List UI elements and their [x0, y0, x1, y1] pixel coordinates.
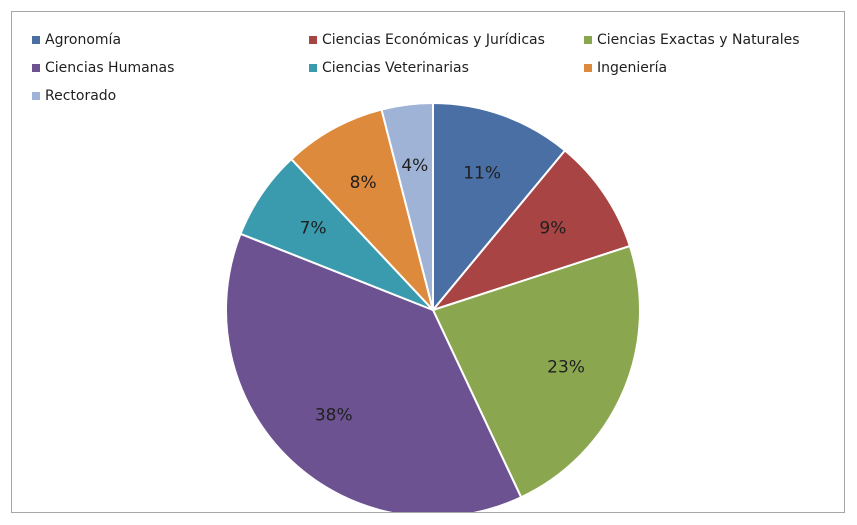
pie-slice-ciencias-economicas-y-juridicas [430, 149, 632, 313]
pie-slice-ingenieria [289, 108, 434, 311]
data-label-ingenieria: 8% [350, 173, 377, 193]
data-label-rectorado: 4% [401, 156, 428, 176]
pie-slice-ciencias-exactas-y-naturales [431, 244, 641, 499]
data-label-ciencias-economicas-y-juridicas: 9% [539, 218, 566, 238]
data-label-agronomia: 11% [463, 164, 501, 184]
pie-slice-agronomia [432, 101, 567, 313]
pie-slice-ciencias-humanas [225, 232, 523, 512]
data-label-ciencias-veterinarias: 7% [300, 218, 327, 238]
pie-slice-rectorado [380, 101, 434, 311]
pie-labels: 11% 9% 23% 38% 7% 8% 4% [300, 156, 585, 426]
pie-slices [225, 101, 641, 512]
data-label-ciencias-exactas-y-naturales: 23% [547, 358, 585, 378]
pie-chart: 11% 9% 23% 38% 7% 8% 4% [225, 101, 641, 512]
chart-area: Agronomía Ciencias Económicas y Jurídica… [11, 11, 845, 513]
data-label-ciencias-humanas: 38% [315, 406, 353, 426]
